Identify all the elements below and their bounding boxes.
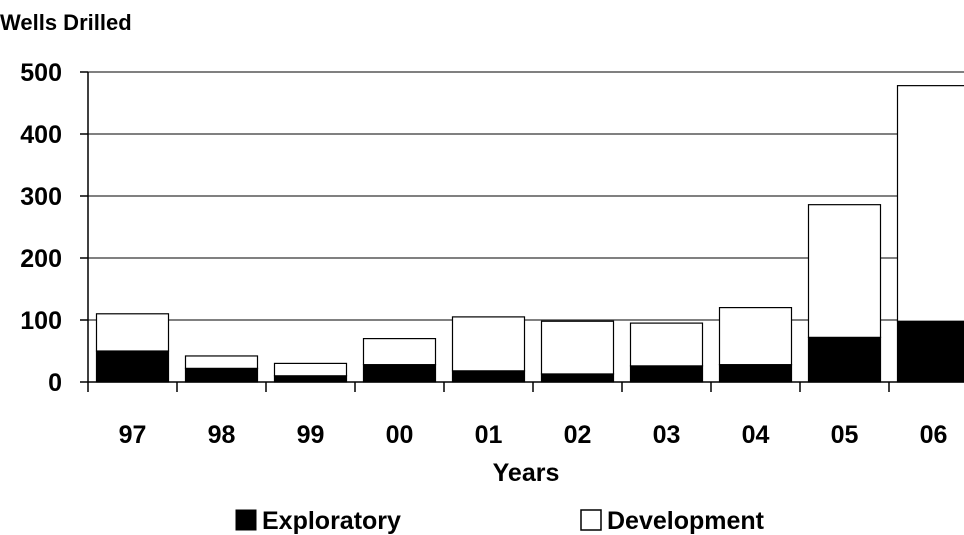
x-axis-title: Years [493,459,560,487]
x-tick-label: 01 [475,421,503,449]
x-tick-label: 03 [653,421,681,449]
bar-development-06 [896,85,964,322]
bar-development-00 [362,338,437,366]
x-tick-label: 05 [831,421,859,449]
x-tick-label: 02 [564,421,592,449]
y-tick-label: 300 [20,183,62,211]
x-tick-label: 97 [119,421,147,449]
legend-label-exploratory: Exploratory [262,507,401,535]
bar-development-98 [184,355,259,369]
x-tick-label: 06 [920,421,948,449]
bar-development-02 [540,320,615,375]
bar-exploratory-98 [184,367,259,383]
bar-exploratory-04 [718,364,793,383]
x-tick-label: 98 [208,421,236,449]
legend-label-development: Development [607,507,765,535]
y-tick-label: 500 [20,59,62,87]
bar-development-03 [629,322,704,367]
x-tick-labels: 97 98 99 00 01 02 03 04 05 06 [119,421,948,449]
y-axis-title: Wells Drilled [0,10,132,35]
legend-swatch-exploratory [235,509,257,531]
bars-layer [95,85,964,383]
bar-exploratory-06 [896,320,964,383]
x-tick-label: 00 [386,421,414,449]
bar-development-99 [273,362,348,377]
bar-development-04 [718,307,793,366]
y-tick-label: 100 [20,307,62,335]
y-tick-label: 0 [48,369,62,397]
bar-exploratory-05 [807,336,882,383]
bar-exploratory-97 [95,350,170,383]
x-tick-label: 99 [297,421,325,449]
bar-development-01 [451,316,526,372]
y-tick-label: 400 [20,121,62,149]
legend-swatch-development [580,509,602,531]
bar-exploratory-01 [451,370,526,383]
bar-exploratory-02 [540,373,615,383]
bar-exploratory-00 [362,364,437,383]
y-tick-label: 200 [20,245,62,273]
axes [80,71,964,392]
x-tick-label: 04 [742,421,770,449]
bar-exploratory-99 [273,375,348,383]
legend: Exploratory Development [235,507,765,535]
bar-development-97 [95,313,170,352]
bar-exploratory-03 [629,365,704,383]
bar-development-05 [807,204,882,338]
y-tick-labels: 0 100 200 300 400 500 [20,59,62,397]
